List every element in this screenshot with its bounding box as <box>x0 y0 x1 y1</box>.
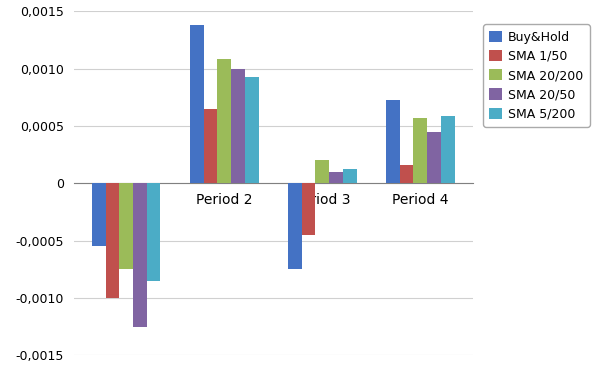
Legend: Buy&Hold, SMA 1/50, SMA 20/200, SMA 20/50, SMA 5/200: Buy&Hold, SMA 1/50, SMA 20/200, SMA 20/5… <box>483 24 589 127</box>
Bar <box>119 183 133 269</box>
Bar <box>301 183 316 235</box>
Bar <box>441 116 454 183</box>
Bar <box>217 59 231 183</box>
Bar <box>231 68 245 183</box>
Bar <box>133 183 147 327</box>
Bar <box>190 25 204 183</box>
Bar <box>147 183 160 281</box>
Bar <box>427 132 441 183</box>
Bar <box>400 165 413 183</box>
Bar <box>204 109 217 183</box>
Bar <box>316 160 329 183</box>
Bar <box>386 99 400 183</box>
Bar <box>413 118 427 183</box>
Bar <box>245 77 258 183</box>
Bar <box>92 183 106 246</box>
Bar <box>343 169 357 183</box>
Bar <box>106 183 119 298</box>
Bar <box>288 183 301 269</box>
Bar <box>329 172 343 183</box>
